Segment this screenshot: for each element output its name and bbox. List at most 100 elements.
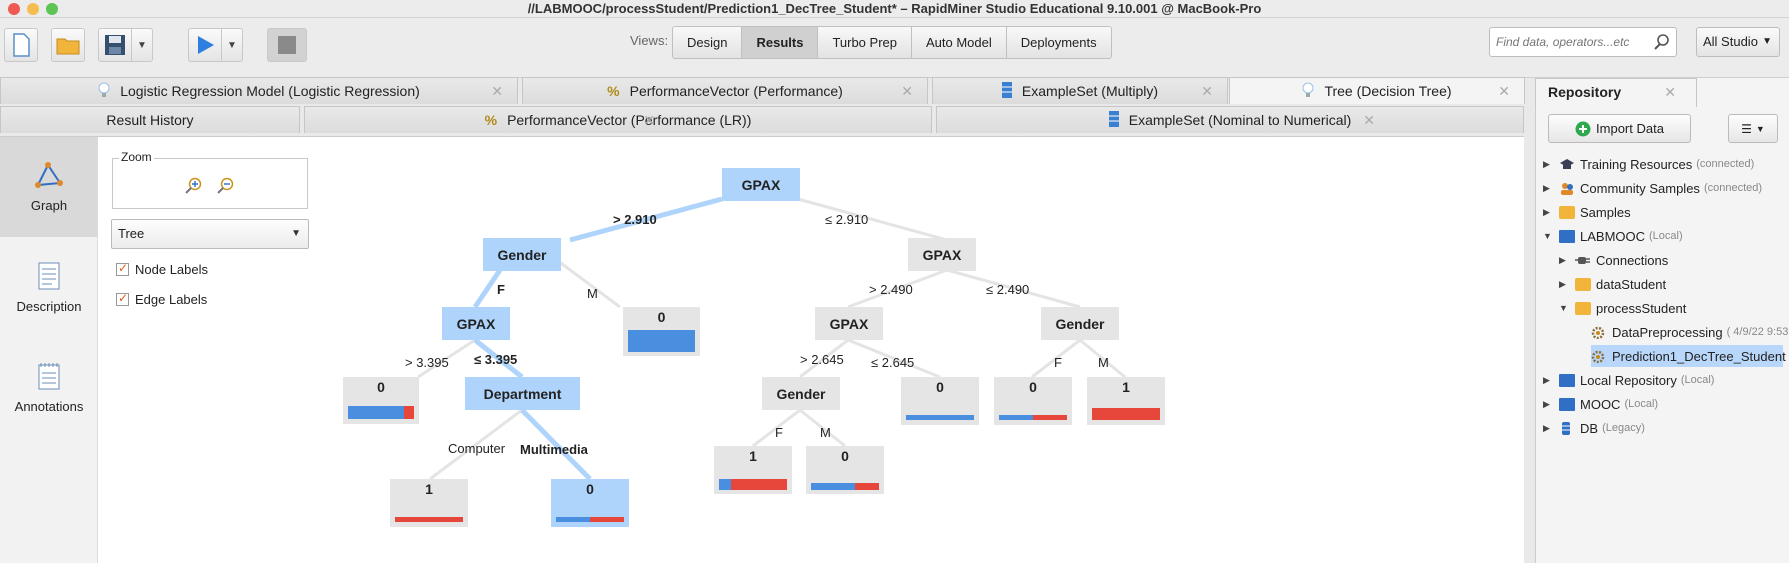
repo-item-label: Training Resources: [1580, 156, 1693, 172]
tree-node-gpax[interactable]: GPAX: [908, 238, 976, 271]
close-tab-icon[interactable]: ✕: [901, 82, 913, 99]
repo-item-connections[interactable]: ▶ Connections: [1559, 249, 1668, 271]
stop-button[interactable]: [267, 28, 307, 62]
close-tab-icon[interactable]: ✕: [1201, 82, 1213, 99]
tab-repository[interactable]: Repository ✕: [1535, 78, 1697, 107]
tree-node-root[interactable]: GPAX: [722, 168, 800, 201]
repo-item-label: Prediction1_DecTree_Student: [1612, 348, 1786, 364]
class-1-segment: [1092, 408, 1160, 420]
close-tab-icon[interactable]: ✕: [643, 111, 655, 128]
repository-title: Repository: [1548, 84, 1622, 100]
sidebar-item-description[interactable]: Description: [0, 237, 98, 337]
tab-exampleset-nominal-to-numerical[interactable]: ExampleSet (Nominal to Numerical) ✕: [936, 106, 1524, 133]
new-process-button[interactable]: [4, 28, 38, 62]
tree-node-gpax[interactable]: GPAX: [442, 307, 510, 340]
tree-leaf[interactable]: 0: [551, 479, 629, 527]
monitor-icon: [1559, 229, 1575, 243]
repo-item-label: Local Repository: [1580, 372, 1677, 388]
tab-tree-decision-tree[interactable]: Tree (Decision Tree) ✕: [1229, 77, 1525, 104]
tree-leaf[interactable]: 1: [390, 479, 468, 527]
node-labels-checkbox[interactable]: Node Labels: [116, 261, 208, 277]
repo-item-datastudent[interactable]: ▶ dataStudent: [1559, 273, 1666, 295]
close-tab-icon[interactable]: ✕: [1363, 111, 1375, 128]
tree-leaf[interactable]: 1: [1087, 377, 1165, 425]
repository-menu-button[interactable]: ☰ ▼: [1728, 114, 1778, 143]
repo-item-local-repository[interactable]: ▶ Local Repository (Local): [1543, 369, 1714, 391]
close-tab-icon[interactable]: ✕: [1498, 82, 1510, 99]
plug-icon: [1575, 254, 1591, 267]
close-window-button[interactable]: [8, 3, 20, 15]
zoom-out-icon[interactable]: [217, 177, 235, 195]
repo-item-labmooc[interactable]: ▼ LABMOOC (Local): [1543, 225, 1683, 247]
layout-select[interactable]: Tree ▼: [111, 219, 309, 249]
edge-label: F: [1054, 355, 1062, 370]
repo-item-label: Samples: [1580, 204, 1631, 220]
repo-item-training-resources[interactable]: ▶ Training Resources (connected): [1543, 153, 1754, 175]
repo-item-datapreprocessing[interactable]: DataPreprocessing ( 4/9/22 9:53: [1591, 321, 1789, 343]
result-view-sidebar: Graph Description Annotations: [0, 137, 98, 563]
tree-leaf[interactable]: 0: [623, 307, 700, 356]
tab-logistic-regression-model[interactable]: Logistic Regression Model (Logistic Regr…: [0, 77, 518, 104]
repo-item-community-samples[interactable]: ▶ Community Samples (connected): [1543, 177, 1762, 199]
chevron-right-icon: ▶: [1543, 206, 1550, 217]
search-scope-dropdown[interactable]: All Studio ▼: [1696, 27, 1780, 57]
tab-label: PerformanceVector (Performance): [629, 83, 843, 99]
repo-item-samples[interactable]: ▶ Samples: [1543, 201, 1631, 223]
save-button[interactable]: [98, 28, 132, 62]
save-dropdown[interactable]: ▼: [131, 28, 153, 62]
repo-item-processstudent[interactable]: ▼ processStudent: [1559, 297, 1686, 319]
graph-icon: [35, 162, 63, 188]
class-distribution-bar: [1092, 408, 1160, 420]
tab-performance-vector[interactable]: % PerformanceVector (Performance) ✕: [522, 77, 928, 104]
minimize-window-button[interactable]: [27, 3, 39, 15]
class-1-segment: [590, 517, 624, 522]
zoom-window-button[interactable]: [46, 3, 58, 15]
close-tab-icon[interactable]: ✕: [1664, 84, 1676, 100]
run-dropdown[interactable]: ▼: [221, 28, 243, 62]
repo-item-label: Community Samples: [1580, 180, 1700, 196]
stop-icon: [278, 36, 296, 54]
edge-label: Multimedia: [520, 442, 588, 457]
tree-node-gpax[interactable]: GPAX: [815, 307, 883, 340]
repo-item-prediction1-dectree-student[interactable]: Prediction1_DecTree_Student: [1591, 345, 1786, 367]
class-distribution-bar: [348, 406, 414, 419]
repo-item-db[interactable]: ▶ DB (Legacy): [1543, 417, 1645, 439]
close-tab-icon[interactable]: ✕: [491, 82, 503, 99]
edge-labels-checkbox[interactable]: Edge Labels: [116, 291, 207, 307]
repo-item-mooc[interactable]: ▶ MOOC (Local): [1543, 393, 1658, 415]
chevron-right-icon: ▶: [1543, 158, 1550, 169]
percent-icon: %: [484, 112, 498, 128]
search-icon[interactable]: [1654, 34, 1670, 50]
import-data-button[interactable]: Import Data: [1548, 114, 1691, 143]
tree-node-gender[interactable]: Gender: [483, 238, 561, 271]
tree-leaf[interactable]: 0: [806, 446, 884, 494]
class-distribution-bar: [556, 517, 624, 522]
tree-leaf[interactable]: 0: [994, 377, 1072, 425]
graduation-cap-icon: [1559, 158, 1575, 171]
view-design[interactable]: Design: [673, 27, 743, 58]
run-button[interactable]: [188, 28, 222, 62]
tab-exampleset-multiply[interactable]: ExampleSet (Multiply) ✕: [932, 77, 1228, 104]
tree-leaf[interactable]: 1: [714, 446, 792, 494]
tree-node-department[interactable]: Department: [465, 377, 580, 410]
view-results[interactable]: Results: [742, 27, 819, 58]
tree-leaf[interactable]: 0: [901, 377, 979, 425]
sidebar-item-graph[interactable]: Graph: [0, 137, 98, 237]
tab-performance-vector-lr[interactable]: % PerformanceVector (Performance (LR)) ✕: [304, 106, 932, 133]
tree-leaf[interactable]: 0: [343, 377, 419, 424]
global-search: [1489, 27, 1677, 57]
tree-node-gender[interactable]: Gender: [762, 377, 840, 410]
checkbox-checked-icon: [116, 291, 129, 306]
play-icon: [198, 36, 214, 54]
tab-result-history[interactable]: Result History: [0, 106, 300, 133]
view-turbo-prep[interactable]: Turbo Prep: [818, 27, 912, 58]
search-input[interactable]: [1490, 28, 1640, 56]
sidebar-item-annotations[interactable]: Annotations: [0, 337, 98, 437]
repo-item-timestamp: ( 4/9/22 9:53: [1726, 326, 1789, 338]
zoom-in-icon[interactable]: [185, 177, 203, 195]
tree-node-gender[interactable]: Gender: [1041, 307, 1119, 340]
view-auto-model[interactable]: Auto Model: [912, 27, 1007, 58]
open-process-button[interactable]: [51, 28, 85, 62]
repository-panel: [1535, 78, 1789, 563]
view-deployments[interactable]: Deployments: [1006, 27, 1111, 58]
